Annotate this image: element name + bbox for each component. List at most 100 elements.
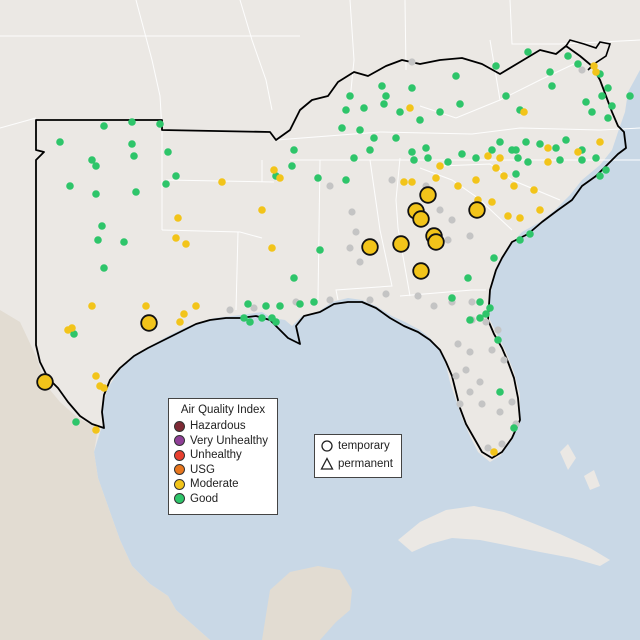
good-monitor-marker[interactable] bbox=[338, 124, 346, 132]
moderate-monitor-marker[interactable] bbox=[400, 178, 408, 186]
good-monitor-marker[interactable] bbox=[556, 156, 564, 164]
moderate-monitor-marker[interactable] bbox=[504, 212, 512, 220]
good-monitor-marker[interactable] bbox=[548, 82, 556, 90]
moderate-monitor-marker[interactable] bbox=[436, 162, 444, 170]
no-data-marker[interactable] bbox=[482, 318, 490, 326]
good-monitor-marker[interactable] bbox=[92, 190, 100, 198]
good-monitor-marker[interactable] bbox=[316, 246, 324, 254]
good-monitor-marker[interactable] bbox=[132, 188, 140, 196]
good-monitor-marker[interactable] bbox=[370, 134, 378, 142]
no-data-marker[interactable] bbox=[408, 58, 416, 66]
good-monitor-marker[interactable] bbox=[314, 174, 322, 182]
good-monitor-marker[interactable] bbox=[240, 314, 248, 322]
good-monitor-marker[interactable] bbox=[410, 156, 418, 164]
no-data-marker[interactable] bbox=[452, 372, 460, 380]
good-monitor-marker[interactable] bbox=[156, 120, 164, 128]
moderate-monitor-marker[interactable] bbox=[172, 234, 180, 242]
good-monitor-marker[interactable] bbox=[522, 138, 530, 146]
good-monitor-marker[interactable] bbox=[346, 92, 354, 100]
temporary-moderate-monitor-marker[interactable] bbox=[140, 314, 158, 332]
good-monitor-marker[interactable] bbox=[510, 424, 518, 432]
good-monitor-marker[interactable] bbox=[448, 294, 456, 302]
good-monitor-marker[interactable] bbox=[604, 114, 612, 122]
good-monitor-marker[interactable] bbox=[416, 116, 424, 124]
good-monitor-marker[interactable] bbox=[452, 72, 460, 80]
no-data-marker[interactable] bbox=[468, 298, 476, 306]
temporary-moderate-monitor-marker[interactable] bbox=[412, 262, 430, 280]
temporary-moderate-monitor-marker[interactable] bbox=[412, 210, 430, 228]
no-data-marker[interactable] bbox=[352, 228, 360, 236]
moderate-monitor-marker[interactable] bbox=[520, 108, 528, 116]
no-data-marker[interactable] bbox=[326, 182, 334, 190]
moderate-monitor-marker[interactable] bbox=[596, 138, 604, 146]
good-monitor-marker[interactable] bbox=[88, 156, 96, 164]
good-monitor-marker[interactable] bbox=[444, 158, 452, 166]
good-monitor-marker[interactable] bbox=[592, 154, 600, 162]
moderate-monitor-marker[interactable] bbox=[454, 182, 462, 190]
no-data-marker[interactable] bbox=[348, 208, 356, 216]
good-monitor-marker[interactable] bbox=[258, 314, 266, 322]
good-monitor-marker[interactable] bbox=[526, 230, 534, 238]
good-monitor-marker[interactable] bbox=[162, 180, 170, 188]
good-monitor-marker[interactable] bbox=[356, 126, 364, 134]
good-monitor-marker[interactable] bbox=[120, 238, 128, 246]
temporary-moderate-monitor-marker[interactable] bbox=[36, 373, 54, 391]
moderate-monitor-marker[interactable] bbox=[64, 326, 72, 334]
good-monitor-marker[interactable] bbox=[588, 108, 596, 116]
good-monitor-marker[interactable] bbox=[262, 302, 270, 310]
no-data-marker[interactable] bbox=[484, 444, 492, 452]
moderate-monitor-marker[interactable] bbox=[268, 244, 276, 252]
no-data-marker[interactable] bbox=[226, 306, 234, 314]
good-monitor-marker[interactable] bbox=[486, 304, 494, 312]
good-monitor-marker[interactable] bbox=[66, 182, 74, 190]
good-monitor-marker[interactable] bbox=[422, 144, 430, 152]
good-monitor-marker[interactable] bbox=[350, 154, 358, 162]
good-monitor-marker[interactable] bbox=[582, 98, 590, 106]
good-monitor-marker[interactable] bbox=[130, 152, 138, 160]
moderate-monitor-marker[interactable] bbox=[510, 182, 518, 190]
moderate-monitor-marker[interactable] bbox=[516, 214, 524, 222]
good-monitor-marker[interactable] bbox=[272, 318, 280, 326]
good-monitor-marker[interactable] bbox=[290, 274, 298, 282]
good-monitor-marker[interactable] bbox=[382, 92, 390, 100]
good-monitor-marker[interactable] bbox=[94, 236, 102, 244]
good-monitor-marker[interactable] bbox=[408, 148, 416, 156]
no-data-marker[interactable] bbox=[494, 326, 502, 334]
good-monitor-marker[interactable] bbox=[70, 330, 78, 338]
moderate-monitor-marker[interactable] bbox=[492, 164, 500, 172]
moderate-monitor-marker[interactable] bbox=[484, 152, 492, 160]
good-monitor-marker[interactable] bbox=[626, 92, 634, 100]
no-data-marker[interactable] bbox=[454, 340, 462, 348]
good-monitor-marker[interactable] bbox=[476, 314, 484, 322]
moderate-monitor-marker[interactable] bbox=[92, 426, 100, 434]
moderate-monitor-marker[interactable] bbox=[536, 206, 544, 214]
no-data-marker[interactable] bbox=[356, 258, 364, 266]
good-monitor-marker[interactable] bbox=[516, 236, 524, 244]
good-monitor-marker[interactable] bbox=[456, 100, 464, 108]
temporary-moderate-monitor-marker[interactable] bbox=[468, 201, 486, 219]
moderate-monitor-marker[interactable] bbox=[276, 174, 284, 182]
no-data-marker[interactable] bbox=[462, 366, 470, 374]
good-monitor-marker[interactable] bbox=[72, 418, 80, 426]
good-monitor-marker[interactable] bbox=[466, 316, 474, 324]
no-data-marker[interactable] bbox=[578, 66, 586, 74]
moderate-monitor-marker[interactable] bbox=[100, 384, 108, 392]
good-monitor-marker[interactable] bbox=[512, 146, 520, 154]
moderate-monitor-marker[interactable] bbox=[192, 302, 200, 310]
good-monitor-marker[interactable] bbox=[524, 158, 532, 166]
moderate-monitor-marker[interactable] bbox=[92, 372, 100, 380]
moderate-monitor-marker[interactable] bbox=[408, 178, 416, 186]
good-monitor-marker[interactable] bbox=[100, 122, 108, 130]
moderate-monitor-marker[interactable] bbox=[574, 148, 582, 156]
no-data-marker[interactable] bbox=[466, 348, 474, 356]
good-monitor-marker[interactable] bbox=[288, 162, 296, 170]
good-monitor-marker[interactable] bbox=[598, 92, 606, 100]
no-data-marker[interactable] bbox=[496, 408, 504, 416]
no-data-marker[interactable] bbox=[366, 296, 374, 304]
no-data-marker[interactable] bbox=[466, 388, 474, 396]
no-data-marker[interactable] bbox=[414, 292, 422, 300]
good-monitor-marker[interactable] bbox=[128, 140, 136, 148]
no-data-marker[interactable] bbox=[488, 346, 496, 354]
moderate-monitor-marker[interactable] bbox=[270, 166, 278, 174]
